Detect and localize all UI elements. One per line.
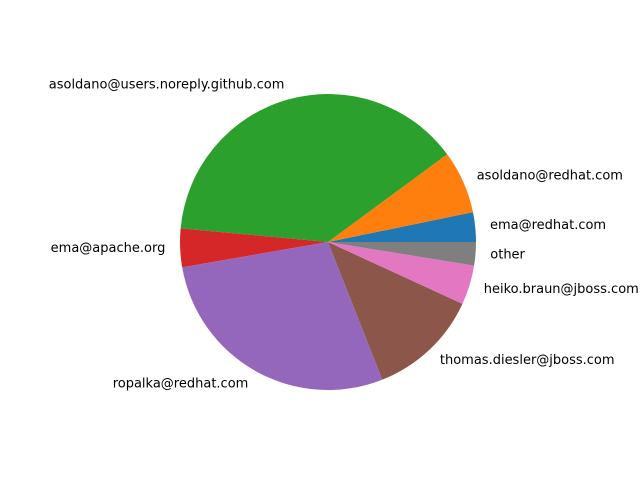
pie-label-other: other	[490, 248, 525, 263]
pie-slice-asoldano-redhat-com	[328, 154, 473, 242]
pie-slice-ema-apache-org	[180, 228, 328, 268]
pie-label-heiko-braun-jboss-com: heiko.braun@jboss.com	[484, 282, 639, 297]
pie-slices	[180, 94, 476, 391]
pie-slice-asoldano-users-noreply-github-com	[180, 94, 448, 242]
pie-labels: ema@redhat.com asoldano@redhat.com asoldan…	[49, 78, 639, 392]
pie-slice-thomas-diesler-jboss-com	[328, 242, 463, 380]
pie-slice-ropalka-redhat-com	[182, 242, 383, 391]
pie-label-ropalka-redhat-com: ropalka@redhat.com	[113, 376, 249, 391]
pie-slice-ema-redhat-com	[328, 212, 476, 242]
pie-label-asoldano-redhat-com: asoldano@redhat.com	[477, 168, 623, 183]
pie-label-ema-apache-org: ema@apache.org	[51, 241, 166, 256]
pie-label-ema-redhat-com: ema@redhat.com	[490, 218, 606, 233]
pie-slice-other	[328, 242, 476, 266]
pie-label-asoldano-users-noreply-github-com: asoldano@users.noreply.github.com	[49, 78, 285, 93]
pie-slice-heiko-braun-jboss-com	[328, 242, 475, 304]
pie-label-thomas-diesler-jboss-com: thomas.diesler@jboss.com	[440, 353, 615, 368]
